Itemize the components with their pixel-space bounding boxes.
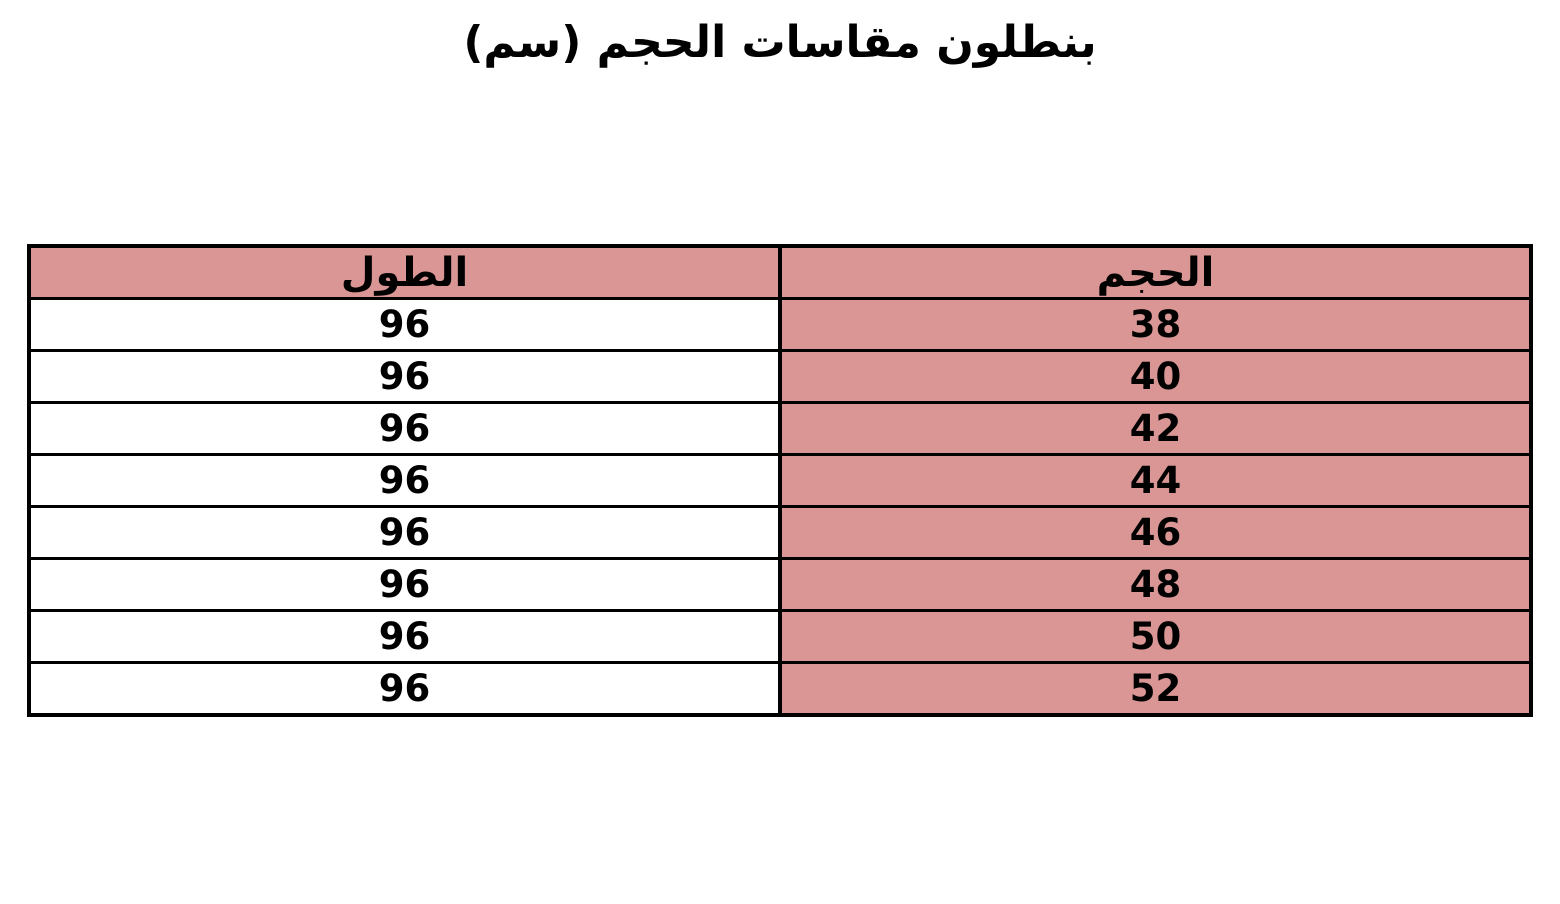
table-row: 46 96 bbox=[27, 505, 1533, 560]
table-row: 48 96 bbox=[27, 557, 1533, 612]
table-row: 40 96 bbox=[27, 349, 1533, 404]
header-cell-size: الحجم bbox=[778, 244, 1533, 300]
size-cell: 50 bbox=[778, 609, 1533, 664]
size-cell: 48 bbox=[778, 557, 1533, 612]
size-cell: 44 bbox=[778, 453, 1533, 508]
page-title: بنطلون مقاسات الحجم (سم) bbox=[463, 17, 1097, 68]
length-cell: 96 bbox=[27, 401, 782, 456]
length-cell: 96 bbox=[27, 297, 782, 352]
length-cell: 96 bbox=[27, 557, 782, 612]
size-cell: 52 bbox=[778, 661, 1533, 717]
length-cell: 96 bbox=[27, 661, 782, 717]
length-cell: 96 bbox=[27, 505, 782, 560]
size-cell: 42 bbox=[778, 401, 1533, 456]
size-cell: 46 bbox=[778, 505, 1533, 560]
size-chart-table: الحجم الطول 38 96 40 96 42 96 44 96 46 9… bbox=[27, 244, 1533, 717]
length-cell: 96 bbox=[27, 453, 782, 508]
table-row: 44 96 bbox=[27, 453, 1533, 508]
length-cell: 96 bbox=[27, 609, 782, 664]
table-row: 52 96 bbox=[27, 661, 1533, 717]
header-cell-length: الطول bbox=[27, 244, 782, 300]
table-row: 38 96 bbox=[27, 297, 1533, 352]
table-row: 42 96 bbox=[27, 401, 1533, 456]
table-header-row: الحجم الطول bbox=[27, 244, 1533, 300]
table-row: 50 96 bbox=[27, 609, 1533, 664]
size-cell: 40 bbox=[778, 349, 1533, 404]
length-cell: 96 bbox=[27, 349, 782, 404]
size-cell: 38 bbox=[778, 297, 1533, 352]
